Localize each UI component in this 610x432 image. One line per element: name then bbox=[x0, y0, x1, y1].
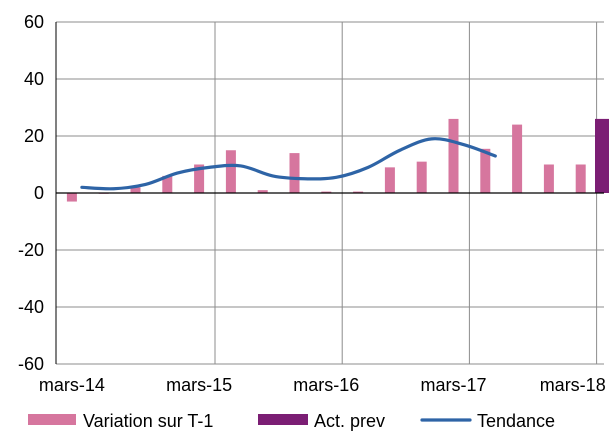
bar bbox=[225, 150, 236, 193]
legend-swatch bbox=[258, 414, 308, 425]
bar bbox=[321, 191, 332, 193]
legend: Variation sur T-1 Act. prev Tendance bbox=[28, 411, 555, 431]
legend-label: Tendance bbox=[477, 411, 555, 431]
bar bbox=[66, 193, 77, 202]
bar bbox=[480, 148, 491, 193]
bar bbox=[543, 164, 554, 193]
bars bbox=[66, 118, 609, 202]
x-axis-ticks: mars-14 mars-15 mars-16 mars-17 mars-18 bbox=[39, 375, 606, 395]
y-tick-label: 60 bbox=[24, 12, 44, 32]
bar bbox=[130, 187, 141, 193]
y-tick-label: -40 bbox=[18, 297, 44, 317]
bar bbox=[289, 153, 300, 193]
x-tick-label: mars-17 bbox=[420, 375, 486, 395]
y-tick-label: -20 bbox=[18, 240, 44, 260]
bar bbox=[595, 118, 609, 193]
x-tick-label: mars-16 bbox=[293, 375, 359, 395]
y-tick-label: -60 bbox=[18, 354, 44, 374]
bar bbox=[257, 190, 268, 193]
trend-line bbox=[80, 137, 497, 191]
bar bbox=[194, 164, 205, 193]
x-tick-label: mars-15 bbox=[166, 375, 232, 395]
trend-line-group bbox=[80, 137, 497, 191]
bar bbox=[416, 161, 427, 193]
bar bbox=[575, 164, 586, 193]
axes bbox=[55, 22, 604, 364]
bar bbox=[384, 167, 395, 193]
y-tick-label: 20 bbox=[24, 126, 44, 146]
x-tick-label: mars-14 bbox=[39, 375, 105, 395]
legend-label: Variation sur T-1 bbox=[83, 411, 213, 431]
bar bbox=[448, 118, 459, 193]
legend-swatch bbox=[28, 414, 76, 425]
bar bbox=[512, 124, 523, 193]
y-tick-label: 0 bbox=[34, 183, 44, 203]
bar bbox=[162, 175, 173, 193]
y-tick-label: 40 bbox=[24, 69, 44, 89]
x-tick-label: mars-18 bbox=[540, 375, 606, 395]
legend-label: Act. prev bbox=[314, 411, 385, 431]
y-axis-ticks: 60 40 20 0 -20 -40 -60 bbox=[18, 12, 44, 374]
bar bbox=[353, 191, 364, 193]
